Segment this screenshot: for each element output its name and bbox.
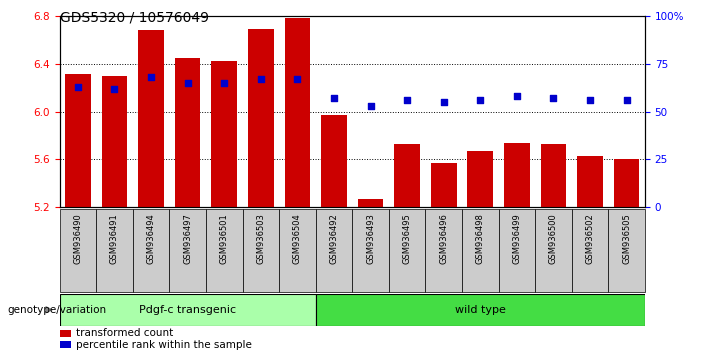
Bar [132,209,170,292]
Bar [426,209,462,292]
Bar [102,76,128,207]
Bar [431,163,456,207]
Bar [498,209,535,292]
Point [109,86,120,91]
Point [219,80,230,86]
Bar [243,209,279,292]
Point [402,97,413,103]
Bar [65,74,90,207]
Point [585,97,596,103]
Bar [321,115,347,207]
Text: wild type: wild type [455,305,505,315]
Text: GSM936495: GSM936495 [402,213,411,264]
Bar [315,294,645,326]
Text: GSM936492: GSM936492 [329,213,339,264]
Text: GDS5320 / 10576049: GDS5320 / 10576049 [60,11,209,25]
Point [621,97,632,103]
Bar [170,209,206,292]
Bar [212,61,237,207]
Text: GSM936504: GSM936504 [293,213,302,264]
Bar [60,341,72,348]
Bar [389,209,426,292]
Bar [60,294,315,326]
Bar [614,159,639,207]
Point [365,103,376,109]
Text: GSM936497: GSM936497 [183,213,192,264]
Bar [96,209,132,292]
Bar [60,209,96,292]
Bar [279,209,315,292]
Text: GSM936491: GSM936491 [110,213,119,264]
Point [72,84,83,90]
Bar [285,18,310,207]
Bar [572,209,608,292]
Bar [60,330,72,337]
Text: transformed count: transformed count [76,328,173,338]
Text: GSM936493: GSM936493 [366,213,375,264]
Text: Pdgf-c transgenic: Pdgf-c transgenic [139,305,236,315]
Bar [535,209,572,292]
Point [255,76,266,82]
Text: GSM936498: GSM936498 [476,213,485,264]
Bar [138,30,164,207]
Text: GSM936505: GSM936505 [622,213,631,264]
Bar [353,209,389,292]
Bar [468,151,493,207]
Bar [577,156,603,207]
Point [548,95,559,101]
Point [511,93,522,99]
Point [475,97,486,103]
Point [328,95,339,101]
Text: GSM936490: GSM936490 [74,213,83,264]
Text: genotype/variation: genotype/variation [7,305,106,315]
Text: GSM936500: GSM936500 [549,213,558,264]
Point [438,99,449,105]
Text: GSM936501: GSM936501 [219,213,229,264]
Bar [315,209,352,292]
Text: percentile rank within the sample: percentile rank within the sample [76,340,252,350]
Bar [358,199,383,207]
Point [145,74,156,80]
Text: GSM936494: GSM936494 [147,213,156,264]
Point [182,80,193,86]
Bar [540,144,566,207]
Bar [248,29,273,207]
Bar [175,58,200,207]
Bar [206,209,243,292]
Point [292,76,303,82]
Bar [504,143,530,207]
Text: GSM936502: GSM936502 [585,213,594,264]
Text: GSM936499: GSM936499 [512,213,522,264]
Bar [608,209,645,292]
Bar [395,144,420,207]
Bar [462,209,498,292]
Text: GSM936496: GSM936496 [440,213,448,264]
Text: GSM936503: GSM936503 [257,213,265,264]
